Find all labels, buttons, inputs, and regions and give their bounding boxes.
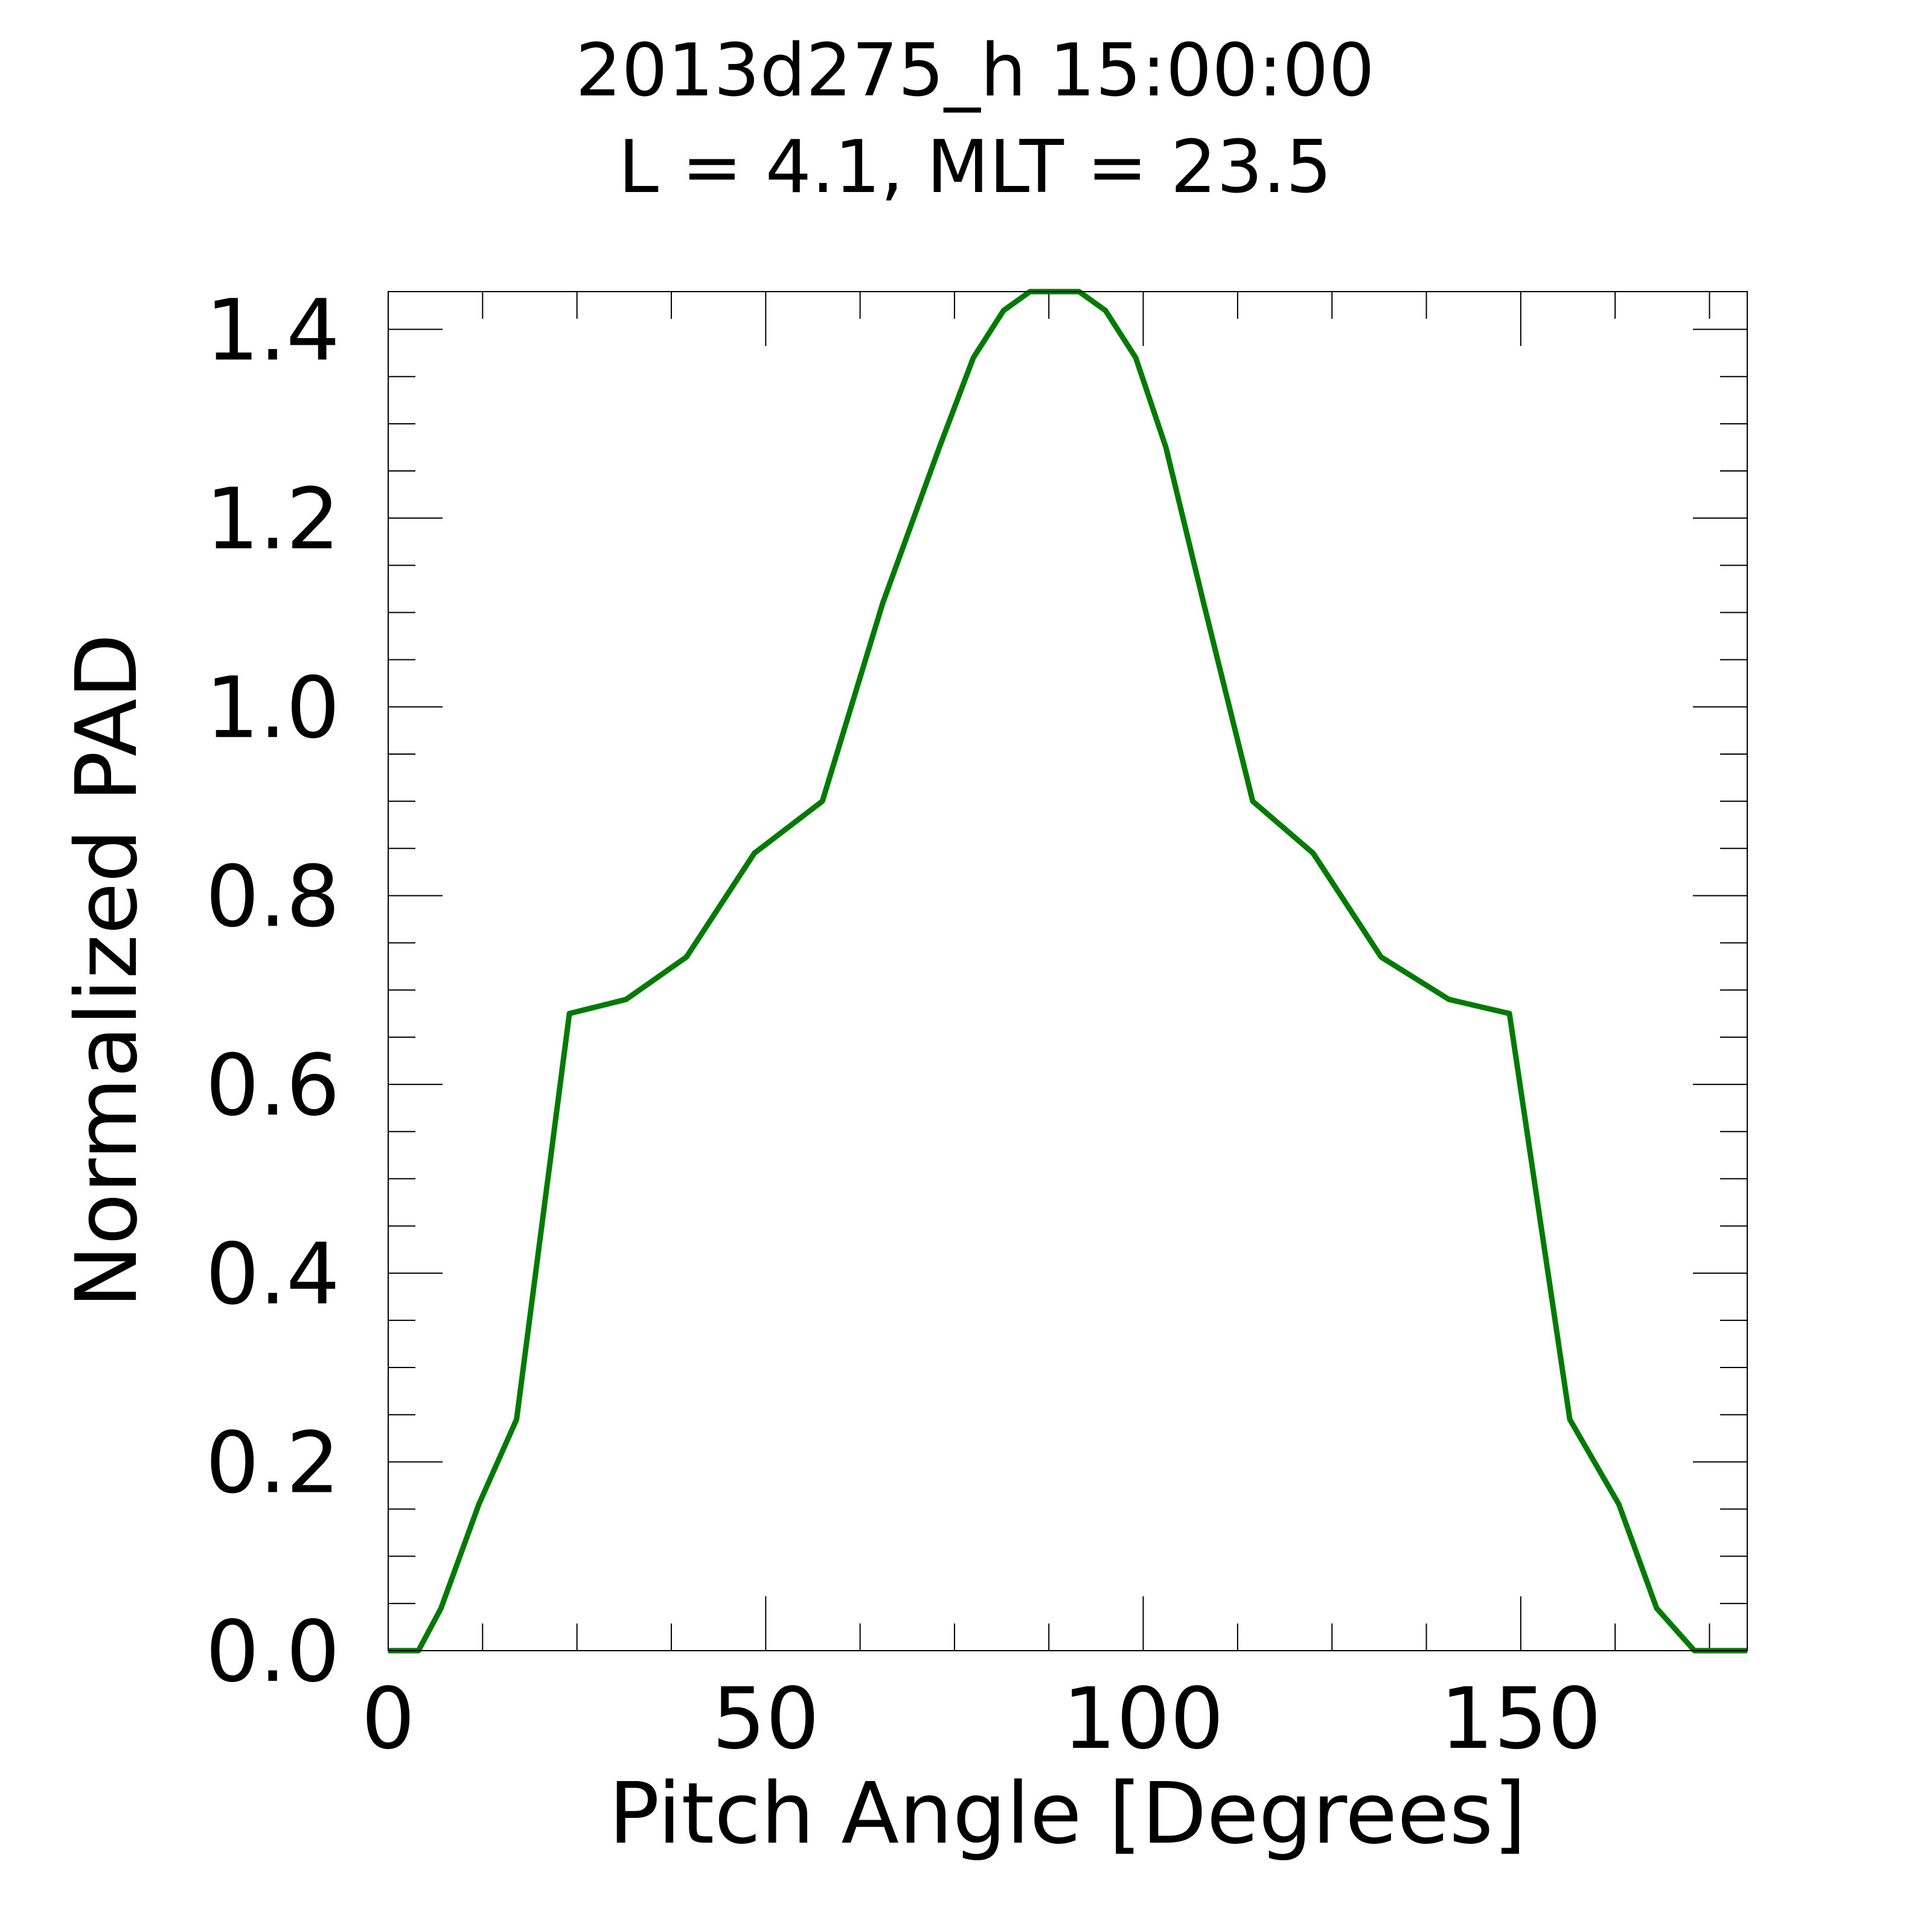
x-tick-label: 0	[361, 1670, 415, 1768]
x-tick-label: 150	[1440, 1670, 1601, 1768]
y-tick-label: 1.0	[205, 659, 340, 758]
y-tick-label: 0.6	[205, 1037, 340, 1135]
y-axis-label: Normalized PAD	[58, 633, 156, 1308]
y-tick-label: 0.0	[205, 1603, 340, 1701]
x-tick-label: 100	[1063, 1670, 1224, 1768]
plot-frame	[388, 291, 1748, 1651]
series-layer	[388, 289, 1747, 1654]
y-tick-label: 0.4	[205, 1226, 340, 1324]
series-line	[388, 289, 1747, 1654]
y-tick-label: 0.8	[205, 848, 340, 946]
chart-subtitle: L = 4.1, MLT = 23.5	[618, 126, 1332, 210]
ticks-layer	[388, 292, 1747, 1651]
chart-title: 2013d275_h 15:00:00	[575, 29, 1375, 113]
y-tick-label: 1.2	[205, 470, 340, 569]
y-tick-label: 1.4	[205, 282, 340, 380]
x-tick-label: 50	[712, 1670, 819, 1768]
tick-labels-layer: 0 50 100 150 0.0 0.2 0.4 0.6 0.8 1.0 1.2 1.4	[205, 282, 1601, 1768]
y-tick-label: 0.2	[205, 1414, 340, 1512]
x-axis-label: Pitch Angle [Degrees]	[609, 1765, 1526, 1863]
